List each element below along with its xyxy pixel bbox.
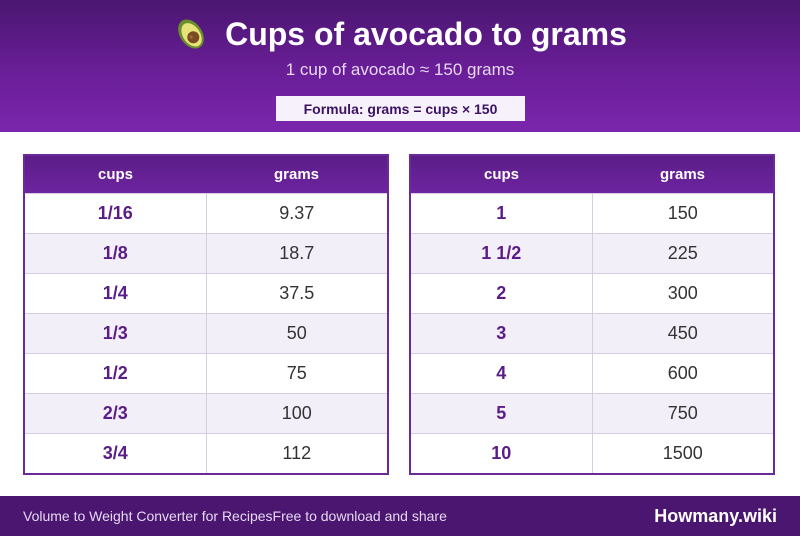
table-header: cups grams	[25, 156, 387, 193]
cups-cell: 4	[411, 354, 593, 393]
conversion-table-left: cups grams 1/16 9.37 1/8 18.7 1/4 37.5 1…	[23, 154, 389, 475]
cups-cell: 2	[411, 274, 593, 313]
table-header: cups grams	[411, 156, 773, 193]
cups-cell: 10	[411, 434, 593, 473]
header-banner: Cups of avocado to grams 1 cup of avocad…	[0, 0, 800, 132]
footer-text: Volume to Weight Converter for Recipes Fr…	[23, 496, 447, 536]
grams-cell: 50	[286, 323, 307, 343]
grams-cell: 18.7	[279, 243, 315, 263]
table-row: 5 750	[411, 393, 773, 433]
subtitle: 1 cup of avocado ≈ 150 grams	[285, 60, 515, 79]
table-row: 10 1500	[411, 433, 773, 473]
grams-cell: 750	[667, 403, 698, 423]
table-row: 1/16 9.37	[25, 193, 387, 233]
table-row: 1/4 37.5	[25, 273, 387, 313]
grams-cell: 75	[286, 363, 307, 383]
table-row: 4 600	[411, 353, 773, 393]
table-row: 1/2 75	[25, 353, 387, 393]
cups-cell: 1/3	[25, 314, 207, 353]
grams-cell: 600	[667, 363, 698, 383]
page-title: Cups of avocado to grams	[225, 15, 627, 52]
footer-bar: Volume to Weight Converter for Recipes Fr…	[0, 496, 800, 536]
table-row: 2 300	[411, 273, 773, 313]
cups-cell: 1	[411, 194, 593, 233]
column-header-grams: grams	[273, 166, 320, 183]
formula-box: Formula: grams = cups × 150	[276, 96, 525, 121]
cups-cell: 1/16	[25, 194, 207, 233]
table-row: 2/3 100	[25, 393, 387, 433]
footer-converter-label: Volume to Weight Converter for Recipes	[23, 508, 273, 524]
cups-cell: 3	[411, 314, 593, 353]
table-row: 1/8 18.7	[25, 233, 387, 273]
title-row: Cups of avocado to grams	[0, 12, 800, 56]
cups-cell: 5	[411, 394, 593, 433]
table-row: 1/3 50	[25, 313, 387, 353]
grams-cell: 150	[667, 203, 698, 223]
conversion-table-right: cups grams 1 150 1 1/2 225 2 300 3 450 4…	[409, 154, 775, 475]
cups-cell: 1 1/2	[411, 234, 593, 273]
grams-cell: 450	[667, 323, 698, 343]
cups-cell: 1/8	[25, 234, 207, 273]
grams-cell: 225	[667, 243, 698, 263]
table-row: 1 1/2 225	[411, 233, 773, 273]
brand-link[interactable]: Howmany.wiki	[654, 505, 777, 526]
table-row: 1 150	[411, 193, 773, 233]
grams-cell: 37.5	[279, 283, 315, 303]
grams-cell: 1500	[662, 443, 703, 463]
grams-cell: 9.37	[279, 203, 315, 223]
column-header-cups: cups	[483, 166, 519, 183]
grams-cell: 300	[667, 283, 698, 303]
column-header-cups: cups	[97, 166, 133, 183]
cups-cell: 1/2	[25, 354, 207, 393]
grams-cell: 112	[282, 443, 312, 463]
footer-share-label: Free to download and share	[272, 508, 447, 524]
avocado-icon	[178, 19, 204, 49]
cups-cell: 1/4	[25, 274, 207, 313]
grams-cell: 100	[281, 403, 312, 423]
cups-cell: 2/3	[25, 394, 207, 433]
table-row: 3/4 112	[25, 433, 387, 473]
column-header-grams: grams	[659, 166, 706, 183]
table-row: 3 450	[411, 313, 773, 353]
cups-cell: 3/4	[25, 434, 207, 473]
